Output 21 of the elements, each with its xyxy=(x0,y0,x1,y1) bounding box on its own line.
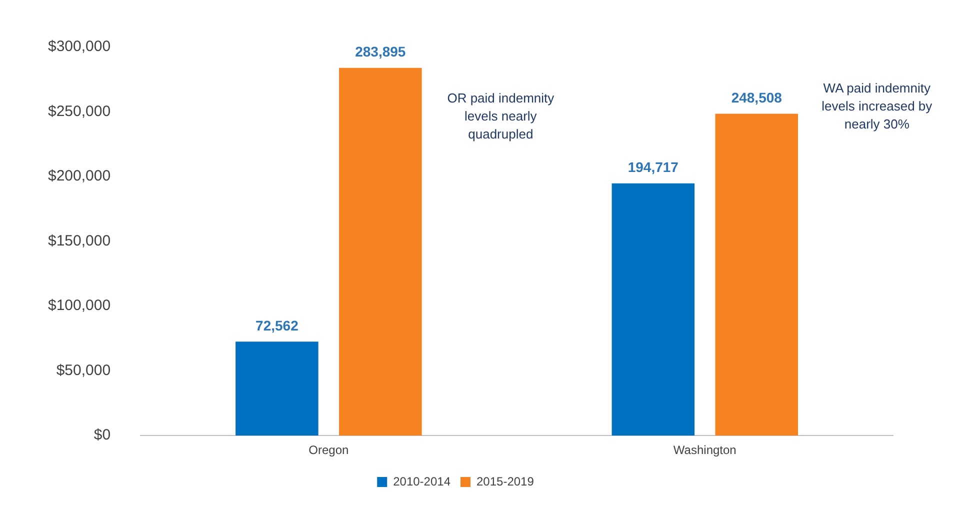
bar xyxy=(612,183,695,436)
data-label: 248,508 xyxy=(731,90,782,106)
x-tick-label: Oregon xyxy=(308,443,349,458)
x-tick-label: Washington xyxy=(673,443,736,458)
data-label: 194,717 xyxy=(628,159,679,176)
legend-label: 2010-2014 xyxy=(393,474,451,488)
y-tick-label: $200,000 xyxy=(48,168,111,185)
y-tick-label: $50,000 xyxy=(56,362,111,379)
y-tick-label: $150,000 xyxy=(48,232,111,250)
y-tick-label: $300,000 xyxy=(48,38,111,56)
bar xyxy=(236,342,318,436)
bar xyxy=(715,114,798,436)
annotation: OR paid indemnity levels nearly quadrupled xyxy=(447,90,555,142)
y-tick-label: $100,000 xyxy=(48,297,111,314)
bar xyxy=(339,68,422,436)
data-label: 283,895 xyxy=(355,44,406,60)
annotation: WA paid indemnity levels increased by nearly 30% xyxy=(822,80,933,132)
y-tick-label: $250,000 xyxy=(48,102,111,120)
legend-label: 2015-2019 xyxy=(476,474,534,488)
data-label: 72,562 xyxy=(256,317,299,334)
y-tick-label: $0 xyxy=(94,426,111,444)
